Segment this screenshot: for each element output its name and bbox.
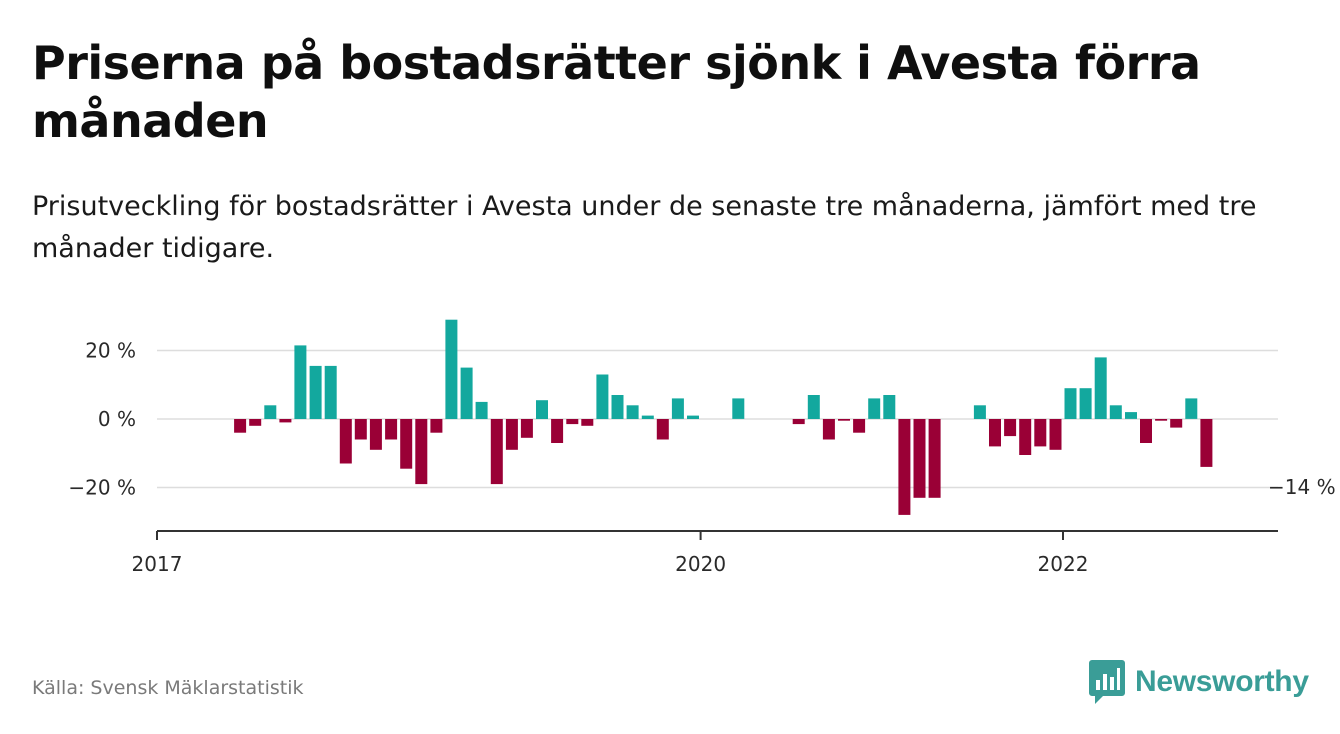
bar	[807, 395, 820, 419]
x-tick-label: 2017	[132, 552, 183, 576]
bar	[1109, 405, 1122, 419]
bar	[989, 419, 1001, 447]
bar	[1170, 419, 1183, 428]
bar	[354, 419, 367, 440]
bar	[973, 405, 986, 419]
bar	[687, 415, 699, 419]
bar	[460, 367, 473, 419]
bar	[853, 419, 866, 433]
bar	[1034, 419, 1047, 447]
bar	[279, 419, 292, 423]
bar	[898, 419, 911, 515]
bar	[1019, 419, 1032, 455]
bar	[641, 415, 654, 419]
bar	[249, 419, 262, 426]
bar-chart: 20 % 0 % −20 % −14 % 2017 2020 2022	[68, 319, 1336, 577]
chart-title: Priserna på bostadsrätter sjönk i Avesta…	[32, 36, 1201, 148]
axis-labels: 20 % 0 % −20 % −14 % 2017 2020 2022	[68, 339, 1335, 577]
bars	[234, 319, 1213, 515]
y-tick-label: 0 %	[98, 407, 136, 431]
bar	[1004, 419, 1017, 437]
bar	[913, 419, 926, 498]
bar	[656, 419, 669, 440]
bar	[868, 398, 881, 419]
x-axis	[156, 530, 1278, 540]
bar	[1125, 412, 1137, 419]
bar	[445, 319, 458, 419]
brand-name: Newsworthy	[1135, 665, 1309, 698]
bar	[671, 398, 684, 419]
bar	[1200, 419, 1213, 467]
bar	[1155, 419, 1168, 421]
bar	[309, 365, 322, 419]
y-tick-label: 20 %	[85, 339, 136, 363]
bar	[626, 405, 639, 419]
bar	[430, 419, 443, 433]
bar	[264, 405, 277, 419]
last-value-label: −14 %	[1268, 475, 1336, 499]
bar	[520, 419, 533, 438]
bar	[551, 419, 564, 443]
bar	[490, 419, 503, 485]
bar	[566, 419, 579, 425]
bar	[369, 419, 382, 450]
bar	[581, 419, 594, 426]
bar	[415, 419, 428, 485]
bar	[385, 419, 398, 440]
bar	[475, 401, 488, 419]
bar	[1079, 388, 1092, 419]
source-note: Källa: Svensk Mäklarstatistik	[32, 677, 304, 699]
y-tick-label: −20 %	[68, 476, 136, 500]
bar	[505, 419, 518, 450]
bar	[400, 419, 413, 469]
bar	[294, 345, 307, 419]
bar	[1064, 388, 1077, 419]
bar	[732, 398, 745, 419]
bar	[1140, 419, 1152, 443]
bar	[822, 419, 835, 440]
bar	[792, 419, 805, 425]
bar	[324, 365, 337, 419]
bar	[339, 419, 352, 464]
bar	[536, 400, 548, 419]
bar	[838, 419, 850, 421]
x-tick-label: 2022	[1038, 552, 1089, 576]
bar	[234, 419, 247, 433]
bar	[611, 395, 624, 419]
bar	[928, 419, 941, 498]
x-tick-label: 2020	[675, 552, 726, 576]
bar	[883, 395, 896, 419]
bar	[1094, 357, 1107, 419]
chart-subtitle: Prisutveckling för bostadsrätter i Avest…	[32, 191, 1257, 264]
bar	[596, 374, 609, 419]
newsworthy-logo-icon	[1089, 660, 1125, 704]
bar	[1049, 419, 1062, 450]
bar	[1185, 398, 1198, 419]
newsworthy-logo: Newsworthy	[1089, 660, 1309, 704]
